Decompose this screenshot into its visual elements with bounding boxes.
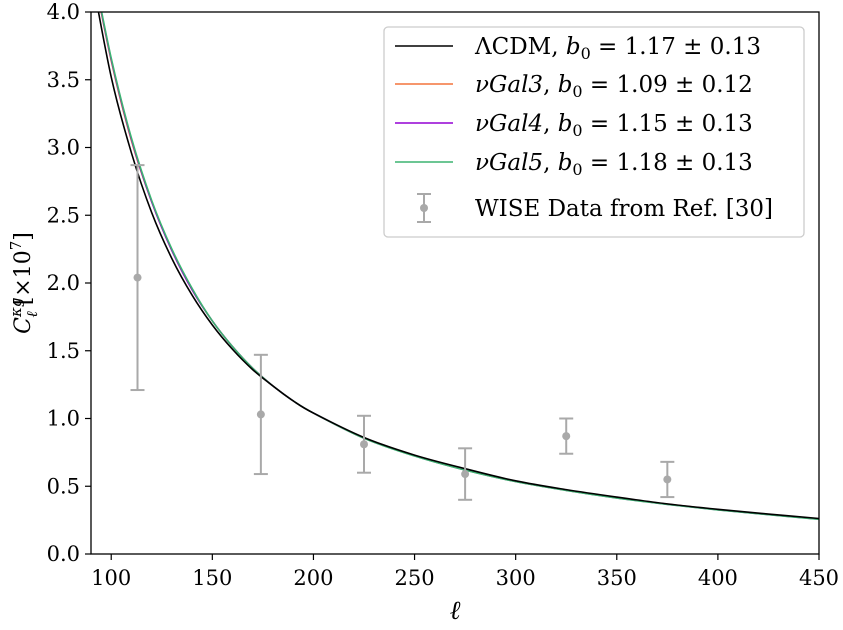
legend-label-model: νGal5 [475, 150, 543, 176]
legend-label-comma: , [543, 150, 558, 176]
y-tick-label-3.5: 3.5 [47, 68, 80, 92]
y-tick-label-1.5: 1.5 [47, 339, 80, 363]
data-point-2 [253, 353, 268, 476]
legend-label-model: νGal4 [475, 111, 543, 137]
legend-label-value: = 1.15 ± 0.13 [583, 111, 753, 137]
y-axis-label-sup: κg [7, 298, 25, 318]
y-tick-label-3.0: 3.0 [47, 136, 80, 160]
x-tick-label-250: 250 [395, 566, 435, 590]
legend-label: νGal4, b0 = 1.15 ± 0.13 [475, 111, 753, 140]
y-tick-label-1.0: 1.0 [47, 407, 80, 431]
x-tick-label-200: 200 [293, 566, 333, 590]
legend-label-model: ΛCDM [474, 34, 551, 60]
legend-label-model: νGal3 [475, 72, 543, 98]
legend-label-b: b [566, 34, 581, 60]
legend-entry-3: νGal4, b0 = 1.15 ± 0.13 [395, 111, 753, 140]
y-tick-label-4.0: 4.0 [47, 0, 80, 24]
y-axis-label-main: C [11, 317, 36, 334]
data-marker [562, 432, 571, 441]
data-marker [663, 475, 672, 484]
x-tick-label-350: 350 [597, 566, 637, 590]
legend-label-b: b [558, 111, 573, 137]
y-tick-label-2.5: 2.5 [47, 203, 80, 227]
legend-entry-4: νGal5, b0 = 1.18 ± 0.13 [395, 150, 753, 179]
data-point-5 [559, 417, 574, 455]
data-point-1 [130, 164, 145, 392]
y-axis-label: Cκgℓ [×107] [7, 232, 41, 334]
axes: 100 150 200 250 300 350 400 450 0.0 0.5 1.0 1.5 2.0 2… [47, 0, 839, 590]
x-tick-label-400: 400 [698, 566, 738, 590]
axis-labels: ℓ Cκgℓ[×107] [7, 232, 461, 626]
legend-label-value: = 1.09 ± 0.12 [583, 72, 753, 98]
x-tick-label-100: 100 [91, 566, 131, 590]
data-marker [360, 440, 368, 449]
legend-label-comma: , [551, 34, 566, 60]
series-line-cdm [97, 12, 819, 520]
legend-label-sub: 0 [572, 121, 582, 140]
plot-area [97, 12, 819, 521]
legend-label-value: = 1.18 ± 0.13 [583, 150, 753, 176]
legend-entry-2: νGal3, b0 = 1.09 ± 0.12 [395, 72, 753, 101]
y-tick-label-0.0: 0.0 [47, 542, 80, 566]
x-tick-label-300: 300 [496, 566, 536, 590]
x-axis-label: ℓ [450, 596, 461, 626]
legend-label: WISE Data from Ref. [30] [475, 196, 773, 222]
y-axis-label-exp: 7 [7, 241, 25, 251]
y-axis-label-unit: [×10 [11, 250, 36, 305]
legend-label-value: = 1.17 ± 0.13 [591, 34, 761, 60]
legend-label-sub: 0 [581, 44, 591, 63]
plot-clip-group [97, 12, 819, 521]
y-axis-label-close: ] [11, 232, 36, 241]
legend-label: νGal3, b0 = 1.09 ± 0.12 [475, 72, 753, 101]
legend-box [383, 26, 805, 238]
x-tick-label-450: 450 [799, 566, 839, 590]
y-tick-label-2.0: 2.0 [47, 271, 80, 295]
legend-label-comma: , [543, 111, 558, 137]
x-tick-label-150: 150 [192, 566, 232, 590]
legend-label-b: b [558, 150, 573, 176]
data-point-3 [357, 414, 371, 474]
y-axis-label-sub: ℓ [23, 311, 41, 317]
data-marker [461, 470, 470, 479]
legend-label: νGal5, b0 = 1.18 ± 0.13 [475, 150, 753, 179]
legend-label-b: b [558, 72, 573, 98]
y-tick-label-0.5: 0.5 [47, 474, 80, 498]
legend-label-sub: 0 [572, 160, 582, 179]
legend-label-comma: , [543, 72, 558, 98]
legend-label-sub: 0 [572, 82, 582, 101]
legend-entry-1: ΛCDM, b0 = 1.17 ± 0.13 [395, 34, 761, 63]
data-point-6 [660, 460, 675, 499]
legend-swatch-marker [420, 204, 428, 212]
data-marker [256, 410, 265, 419]
data-marker [133, 273, 142, 282]
legend-label: ΛCDM, b0 = 1.17 ± 0.13 [474, 34, 761, 63]
data-point-4 [458, 447, 473, 501]
legend-entry-5: WISE Data from Ref. [30] [417, 193, 773, 223]
